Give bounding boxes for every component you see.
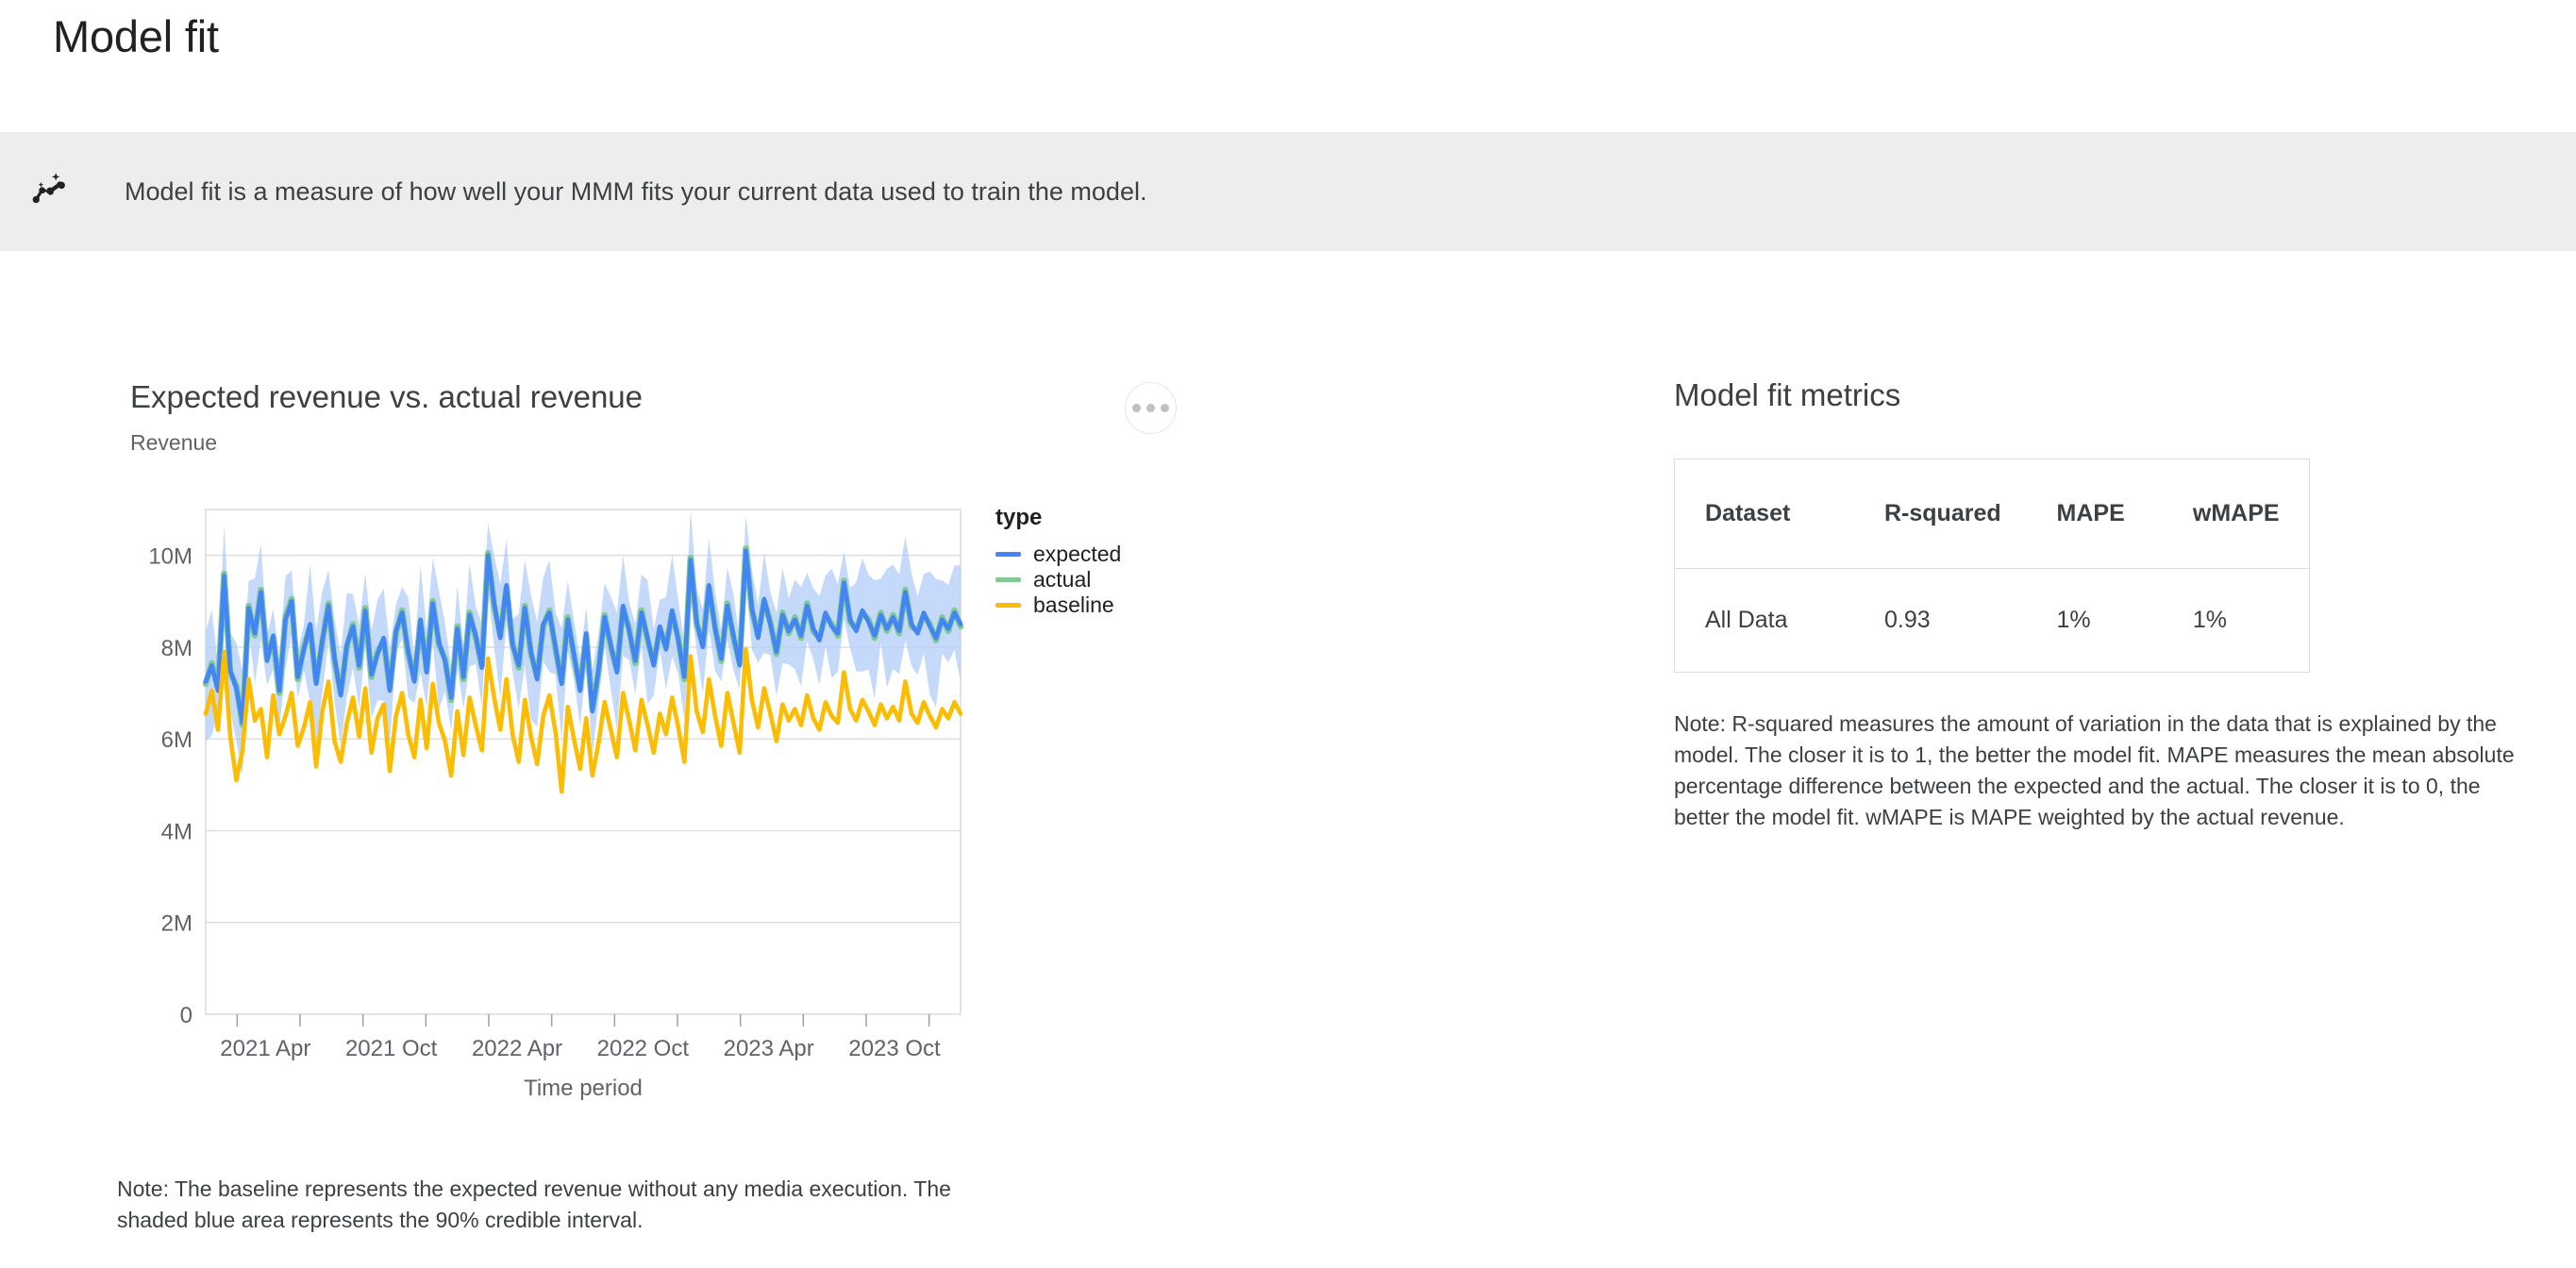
- cell-wmape: 1%: [2192, 607, 2228, 633]
- banner-text: Model fit is a measure of how well your …: [125, 177, 1147, 206]
- svg-text:2022 Apr: 2022 Apr: [472, 1036, 562, 1061]
- metrics-table-head: Dataset R-squared MAPE wMAPE: [1674, 459, 2310, 569]
- chart-axis-caption: Revenue: [130, 430, 218, 455]
- table-header-row: Dataset R-squared MAPE wMAPE: [1674, 459, 2310, 569]
- metrics-table-body: All Data 0.93 1% 1%: [1675, 569, 2310, 673]
- svg-text:2021 Apr: 2021 Apr: [220, 1036, 310, 1061]
- chart-legend: type expected actual baseline: [995, 505, 1213, 618]
- metrics-note: Note: R-squared measures the amount of v…: [1674, 711, 2515, 829]
- legend-item-expected[interactable]: expected: [995, 542, 1213, 567]
- metrics-table: Dataset R-squared MAPE wMAPE All Data 0.…: [1674, 459, 2310, 673]
- svg-text:2022 Oct: 2022 Oct: [597, 1036, 690, 1061]
- table-row: All Data 0.93 1% 1%: [1675, 569, 2310, 673]
- cell-mape: 1%: [2056, 607, 2091, 633]
- svg-text:0: 0: [180, 1003, 192, 1028]
- more-dot-icon: [1161, 404, 1169, 412]
- svg-text:2023 Oct: 2023 Oct: [848, 1036, 941, 1061]
- svg-text:2021 Oct: 2021 Oct: [345, 1036, 438, 1061]
- chart-more-options-button[interactable]: [1125, 382, 1177, 434]
- legend-swatch-actual-icon: [995, 577, 1021, 582]
- column-header-mape: MAPE: [2026, 459, 2163, 569]
- metrics-title: Model fit metrics: [1674, 377, 1901, 412]
- chart-title: Expected revenue vs. actual revenue: [130, 379, 644, 414]
- svg-text:4M: 4M: [161, 819, 192, 844]
- cell-dataset: All Data: [1705, 607, 1788, 633]
- legend-label-actual: actual: [1033, 567, 1092, 592]
- svg-text:8M: 8M: [161, 636, 192, 661]
- insights-sparkle-icon: [32, 173, 65, 204]
- svg-text:2M: 2M: [161, 911, 192, 937]
- legend-item-actual[interactable]: actual: [995, 567, 1213, 592]
- more-dot-icon: [1146, 404, 1155, 412]
- legend-label-expected: expected: [1033, 542, 1122, 566]
- more-dot-icon: [1132, 404, 1141, 412]
- column-header-dataset: Dataset: [1674, 459, 1854, 569]
- page-title: Model fit: [53, 11, 219, 61]
- column-header-r-squared: R-squared: [1854, 459, 2027, 569]
- chart-svg: 0 2M 4M 6M 8M 10M 2021 Apr 2021 Oct 2022 Apr 2022…: [148, 509, 964, 1101]
- info-banner: Model fit is a measure of how well your …: [0, 132, 2576, 251]
- svg-text:6M: 6M: [161, 727, 192, 753]
- chart-note: Note: The baseline represents the expect…: [117, 1176, 951, 1232]
- revenue-line-chart[interactable]: 0 2M 4M 6M 8M 10M 2021 Apr 2021 Oct 2022 Apr 2022…: [130, 500, 979, 1104]
- svg-text:2023 Apr: 2023 Apr: [724, 1036, 814, 1061]
- legend-label-baseline: baseline: [1033, 592, 1114, 617]
- chart-card-header: Expected revenue vs. actual revenue Reve…: [130, 377, 1187, 456]
- svg-text:10M: 10M: [148, 544, 192, 570]
- legend-title: type: [995, 505, 1043, 530]
- model-fit-metrics-panel: Model fit metrics Dataset R-squared MAPE…: [1674, 375, 2534, 833]
- legend-item-baseline[interactable]: baseline: [995, 592, 1213, 618]
- legend-swatch-expected-icon: [995, 552, 1021, 557]
- column-header-wmape: wMAPE: [2162, 459, 2310, 569]
- legend-swatch-baseline-icon: [995, 603, 1021, 608]
- cell-r-squared: 0.93: [1884, 607, 1931, 633]
- svg-text:Time period: Time period: [524, 1076, 643, 1101]
